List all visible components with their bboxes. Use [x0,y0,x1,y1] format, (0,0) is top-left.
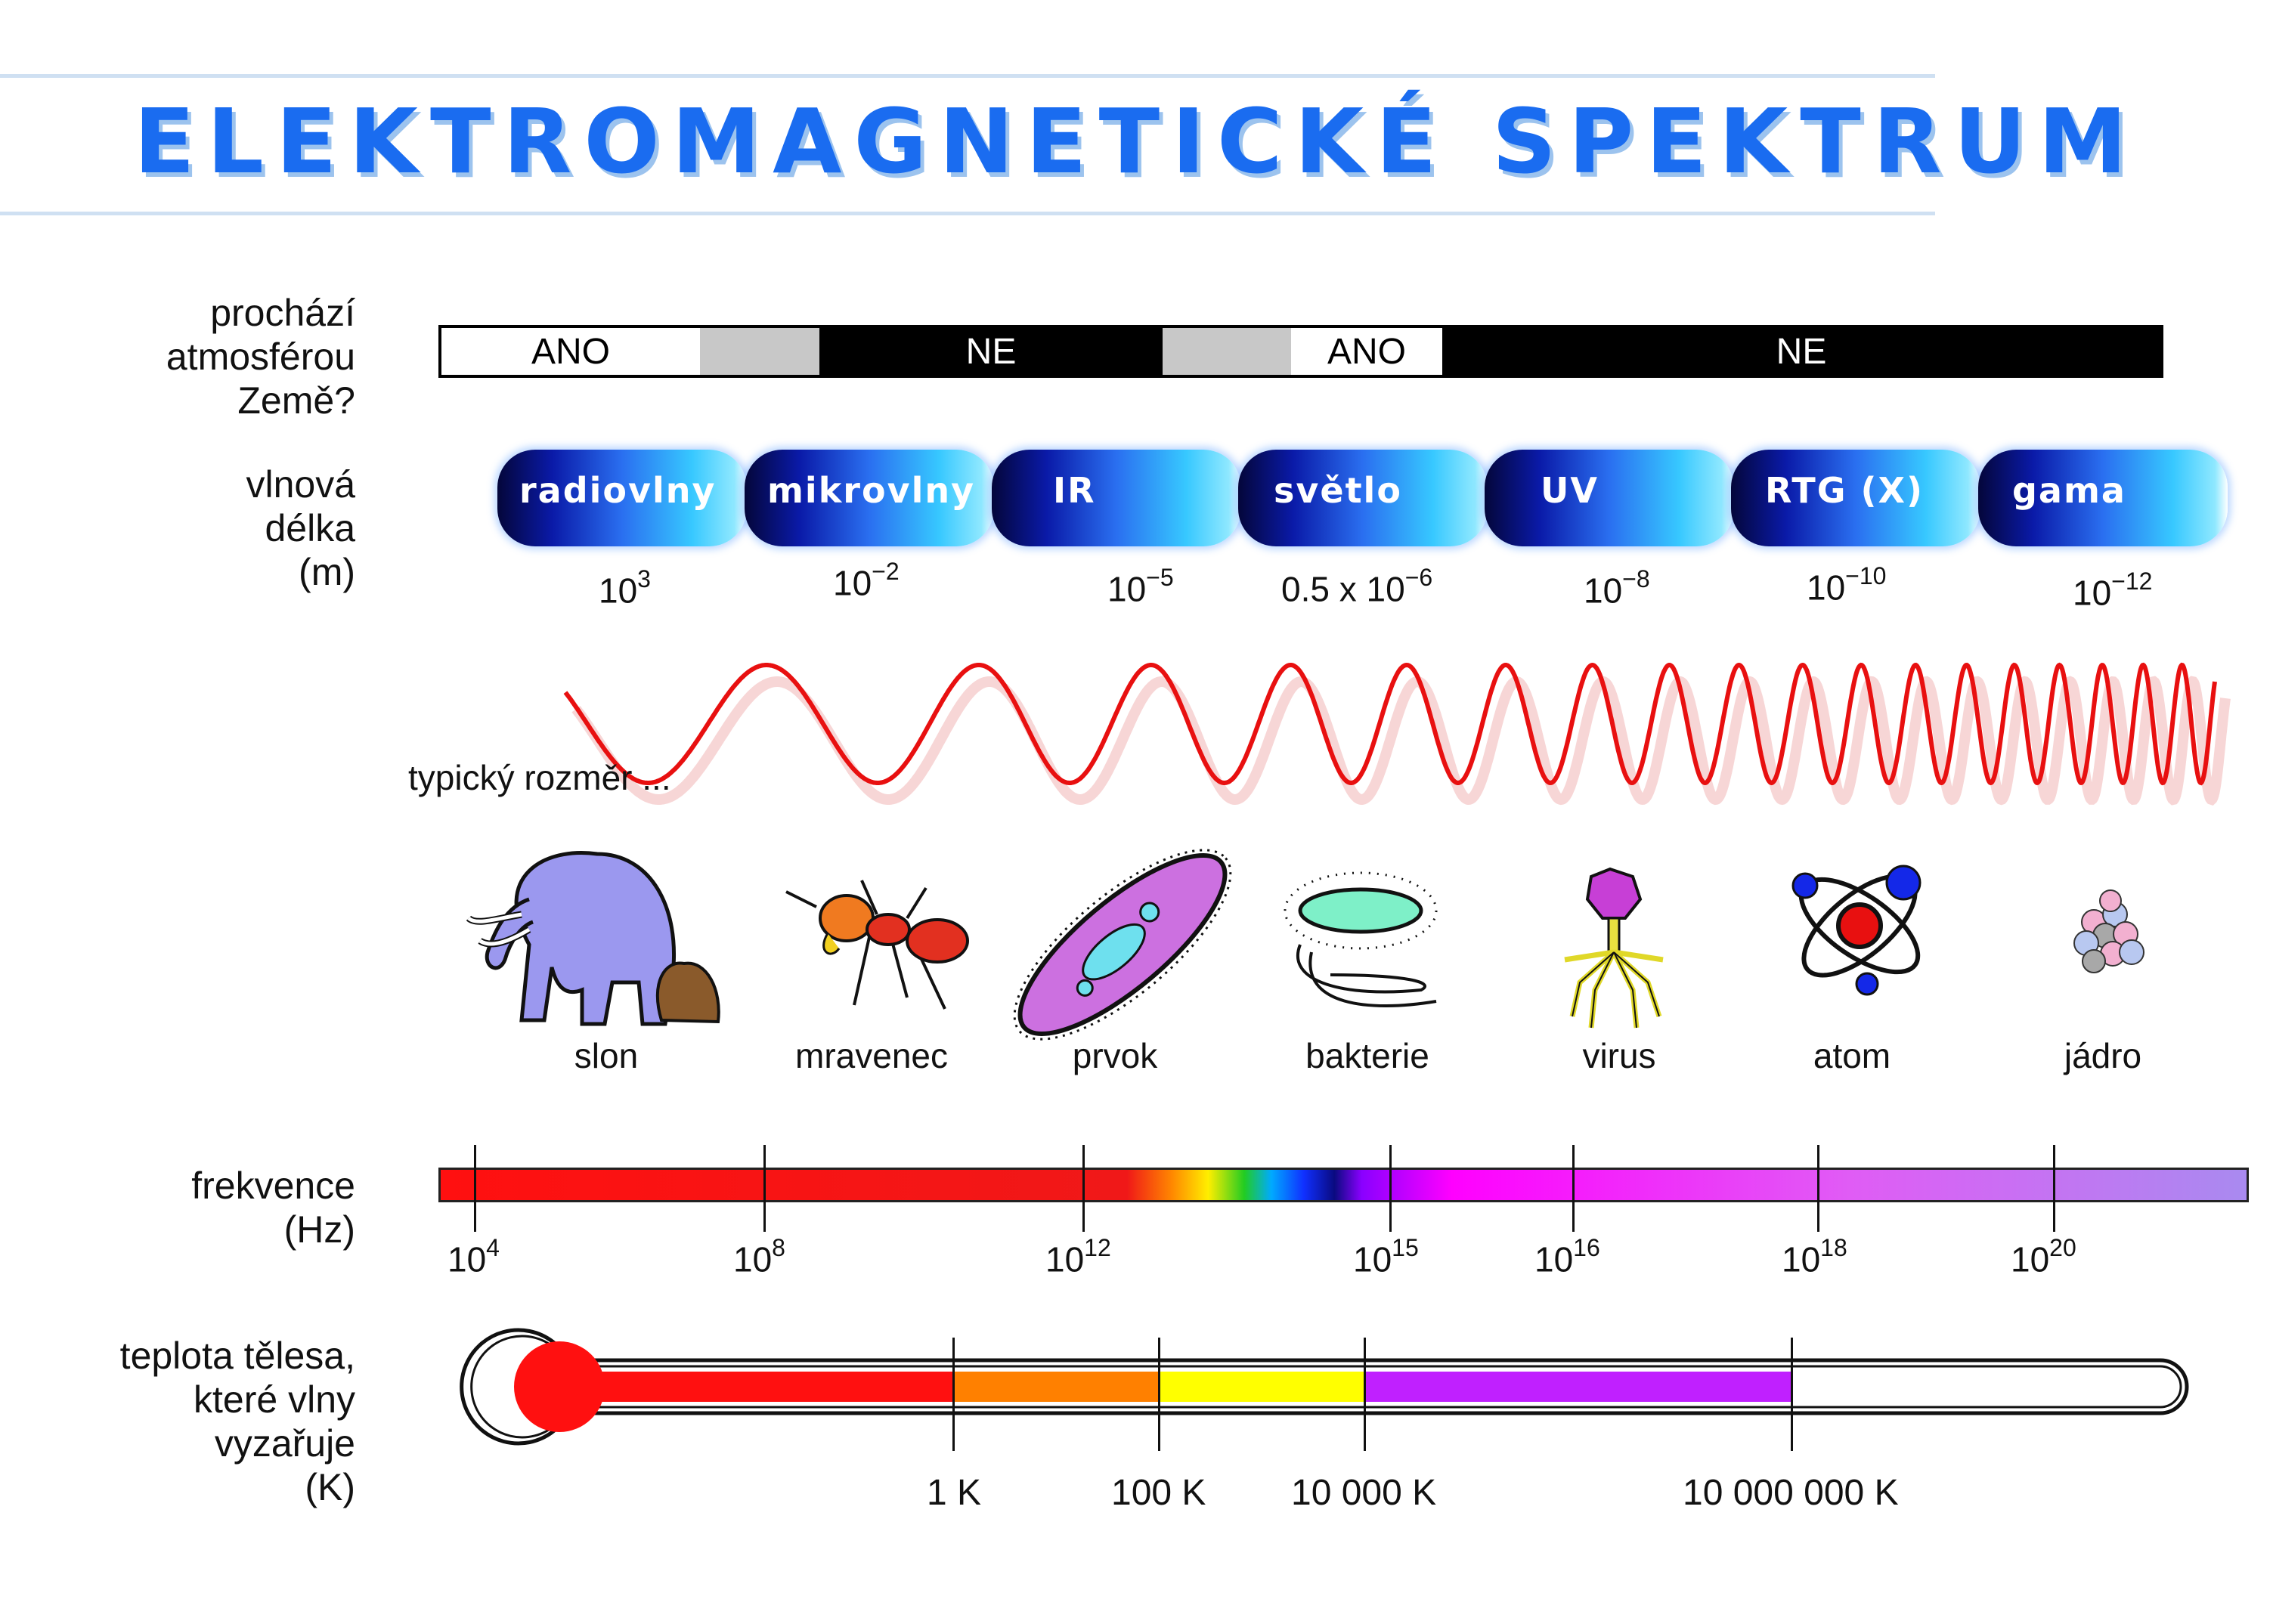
band-box-microwave [745,450,994,546]
thermometer-band-red [559,1372,952,1402]
temperature-tick [1364,1338,1366,1451]
thermometer-band-yellow [1158,1372,1364,1402]
atmosphere-bar: ANO NE ANO NE [438,325,2163,378]
wavelength-value: 103 [599,565,651,611]
band-label-uv: UV [1541,470,1599,511]
bacterium-icon [1284,871,1438,1008]
temperature-label: teplota tělesa, které vlny vyzařuje (K) [0,1334,355,1509]
temperature-tick [1158,1338,1160,1451]
band-label-light: světlo [1274,470,1402,511]
wavelength-value: 10−12 [2073,568,2153,613]
band-box-uv [1485,450,1734,546]
temperature-tick-label: 1 K [927,1473,982,1513]
frequency-label-line: (Hz) [283,1208,355,1251]
band-box-radio [497,450,747,546]
frequency-tick-label: 1012 [1045,1234,1111,1279]
creature-label: bakterie [1305,1036,1429,1075]
frequency-tick [1082,1145,1085,1232]
nucleus-icon [2073,889,2144,973]
band-label-radio: radiovlny [519,470,717,511]
temperature-label-line: které vlny [194,1378,355,1421]
size-label: typický rozměr ... [408,758,671,797]
creature-label: jádro [2064,1036,2142,1075]
wavelength-label-line: (m) [299,551,355,593]
atmosphere-segment: NE [1442,328,2160,375]
wavelength-value: 0.5 x 10−6 [1281,564,1433,609]
temperature-label-line: teplota tělesa, [119,1335,355,1377]
band-box-xray [1731,450,1980,546]
wavelength-label-line: délka [265,507,355,549]
wavelength-label-line: vlnová [246,463,355,506]
frequency-tick-label: 1020 [2011,1234,2076,1279]
protozoan-icon [1013,849,1232,1041]
page-title: ELEKTROMAGNETICKÉ SPEKTRUM [134,89,2139,193]
frequency-tick-label: 1018 [1782,1234,1847,1279]
wavelength-value: 10−2 [833,558,900,603]
band-label-xray: RTG (X) [1765,470,1925,511]
atmosphere-label-line: atmosférou [166,336,355,378]
creature-label: slon [574,1036,639,1075]
wavelength-value: 10−5 [1107,564,1174,609]
band-label-microwave: mikrovlny [767,470,976,511]
frequency-tick-label: 104 [447,1234,500,1279]
wavelength-value: 10−8 [1584,565,1650,611]
frequency-tick [763,1145,766,1232]
frequency-tick [1572,1145,1575,1232]
creature-label: prvok [1072,1036,1158,1075]
temperature-tick-label: 10 000 K [1291,1473,1437,1513]
virus-icon [1564,867,1664,1029]
atmosphere-segment: ANO [441,328,700,375]
temperature-tick [952,1338,955,1451]
creature-label: virus [1582,1036,1656,1075]
atmosphere-segment [700,328,819,375]
ant-icon [785,880,969,1010]
wavelength-label: vlnová délka (m) [0,462,355,594]
frequency-tick [1817,1145,1819,1232]
frequency-label: frekvence (Hz) [0,1164,355,1251]
temperature-tick-label: 100 K [1111,1473,1206,1513]
temperature-label-line: vyzařuje [214,1422,355,1465]
temperature-tick-label: 10 000 000 K [1683,1473,1899,1513]
thermometer-band-purple [1364,1372,1791,1402]
atmosphere-label-line: Země? [237,379,355,422]
frequency-tick-label: 1015 [1353,1234,1419,1279]
frequency-bar [438,1168,2249,1202]
frequency-tick-label: 108 [733,1234,785,1279]
title-rule-top [0,74,1935,78]
atmosphere-label: prochází atmosférou Země? [0,291,355,422]
frequency-label-line: frekvence [191,1165,355,1207]
frequency-tick [474,1145,476,1232]
wave-line [563,662,2217,786]
creature-label: mravenec [795,1036,948,1075]
frequency-tick [2053,1145,2055,1232]
band-label-ir: IR [1053,470,1096,511]
title-rule-bottom [0,212,1935,215]
elephant-icon [466,851,720,1026]
frequency-tick-label: 1016 [1534,1234,1600,1279]
atmosphere-label-line: prochází [210,292,355,334]
band-label-gamma: gama [2012,470,2126,511]
thermometer-band-orange [952,1372,1158,1402]
wavelength-value: 10−10 [1807,562,1887,608]
atmosphere-segment [1163,328,1291,375]
atmosphere-segment: NE [819,328,1163,375]
band-box-light [1238,450,1488,546]
band-box-ir [992,450,1241,546]
creature-label: atom [1813,1036,1891,1075]
temperature-tick [1791,1338,1793,1451]
atmosphere-segment: ANO [1291,328,1442,375]
frequency-tick [1389,1145,1392,1232]
atom-icon [1791,865,1922,996]
temperature-label-line: (K) [305,1466,355,1508]
band-box-gamma [1978,450,2228,546]
